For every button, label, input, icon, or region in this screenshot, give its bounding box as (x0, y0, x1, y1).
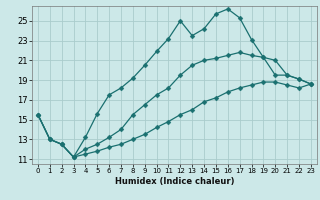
X-axis label: Humidex (Indice chaleur): Humidex (Indice chaleur) (115, 177, 234, 186)
